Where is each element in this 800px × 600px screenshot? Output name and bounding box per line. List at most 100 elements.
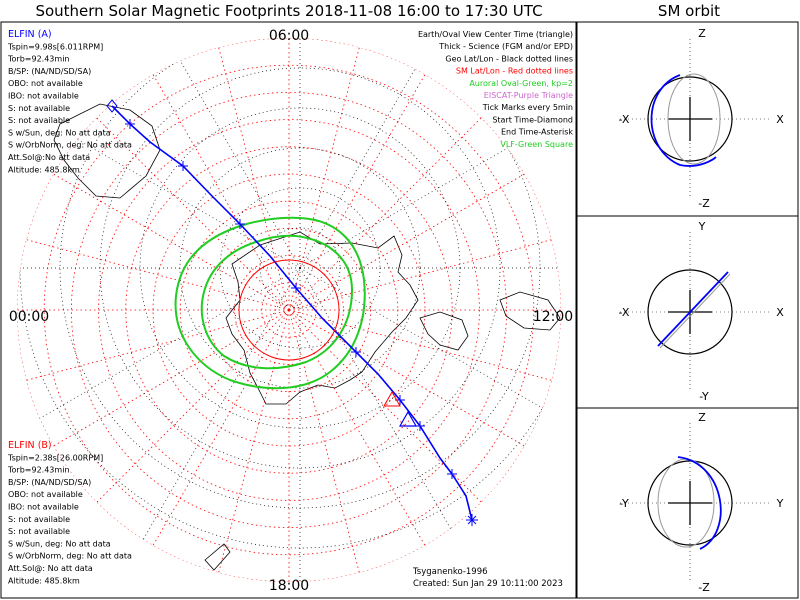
auroral-ovals bbox=[174, 216, 366, 390]
geo-lon-ray bbox=[299, 267, 471, 563]
legend-entry: Thick - Science (FGM and/or EPD) bbox=[438, 42, 573, 51]
south-america-coastline bbox=[419, 311, 469, 351]
sm-inner-circle bbox=[238, 259, 340, 361]
orbit-axis-label: -X bbox=[619, 306, 630, 319]
legend-entry: VLF-Green Square bbox=[500, 140, 573, 149]
info-line: S: not available bbox=[8, 104, 70, 113]
view-center-triangle-b bbox=[383, 390, 401, 407]
sm-lon-ray bbox=[288, 74, 426, 311]
legend-entry: SM Lat/Lon - Red dotted lines bbox=[456, 67, 573, 76]
sm-lon-ray bbox=[218, 309, 290, 573]
geo-lon-ray bbox=[129, 267, 301, 563]
orbit-axis-label: -Y bbox=[619, 497, 629, 510]
orbit-panel: Z -Z -Y Y bbox=[619, 411, 783, 594]
info-line: Att.Sol@: No att data bbox=[8, 564, 93, 573]
earth-circle bbox=[647, 269, 733, 355]
australia-coastline bbox=[53, 103, 161, 199]
sm-lon-ray bbox=[288, 173, 525, 311]
elfin-a-track-line bbox=[111, 105, 473, 521]
legend-entry: Start Time-Diamond bbox=[492, 115, 573, 124]
sm-lat-circle bbox=[70, 91, 508, 529]
orbit-panel: Z -Z -X X bbox=[619, 27, 785, 210]
orbit-frame-yz bbox=[576, 407, 799, 599]
elfin-a-track bbox=[106, 99, 478, 526]
geo-grid bbox=[17, 38, 561, 582]
orbit-near-side bbox=[650, 74, 717, 167]
new-zealand-coastline bbox=[204, 543, 231, 571]
sm-lon-ray bbox=[288, 309, 426, 546]
orbit-axis-label: Z bbox=[698, 411, 706, 424]
info-line: B/SP: (NA/ND/SD/SA) bbox=[8, 67, 91, 76]
info-line: OBO: not available bbox=[8, 79, 83, 88]
info-line: S w/Sun, deg: No att data bbox=[8, 539, 111, 548]
mlt-label-left: 00:00 bbox=[9, 309, 49, 325]
orbit-near-side bbox=[677, 456, 722, 550]
mlt-label-top: 06:00 bbox=[269, 28, 309, 44]
orbit-far-side bbox=[659, 273, 731, 349]
info-line: S w/Sun, deg: No att data bbox=[8, 128, 111, 137]
info-line: S: not available bbox=[8, 527, 70, 536]
sm-lon-ray bbox=[26, 239, 290, 311]
geo-lon-ray bbox=[17, 267, 301, 439]
orbit-axis-label: -Y bbox=[699, 390, 709, 403]
info-line: Torb=92.43min bbox=[7, 55, 69, 64]
elfin-a-info: ELFIN (A) Tspin=9.98s[6.011RPM] Torb=92.4… bbox=[7, 29, 132, 174]
info-line: OBO: not available bbox=[8, 490, 83, 499]
africa-coastline bbox=[499, 291, 561, 331]
auroral-oval-inner bbox=[200, 234, 354, 370]
sm-lon-ray bbox=[288, 309, 552, 381]
model-label: Tsyganenko-1996 bbox=[412, 567, 488, 577]
orbit-panels: Z -Z -X X Y -Y -X X Z -Z -Y Y bbox=[619, 27, 785, 594]
legend: Earth/Oval View Center Time (triangle) Th… bbox=[418, 30, 573, 149]
legend-entry: Auroral Oval-Green, kp=2 bbox=[469, 79, 573, 88]
orbit-axis-label: Y bbox=[776, 497, 784, 510]
info-line: Altitude: 485.8km bbox=[8, 576, 80, 585]
coastlines bbox=[53, 103, 561, 571]
sm-lon-ray bbox=[288, 309, 360, 573]
info-line: Torb=92.43min bbox=[7, 466, 69, 475]
geo-lon-ray bbox=[299, 267, 561, 439]
info-line: S w/OrbNorm, deg: No att data bbox=[8, 552, 132, 561]
sm-lon-ray bbox=[152, 74, 290, 311]
info-line: Tspin=9.98s[6.011RPM] bbox=[7, 42, 103, 51]
antarctica-coastline bbox=[225, 231, 419, 405]
geo-lon-ray bbox=[299, 38, 471, 269]
info-line: IBO: not available bbox=[8, 503, 79, 512]
sm-lon-ray bbox=[288, 309, 525, 447]
sm-lon-ray bbox=[288, 239, 552, 311]
sm-lon-ray bbox=[152, 309, 290, 546]
mlt-label-right: 12:00 bbox=[533, 309, 573, 325]
info-line: Att.Sol@:No att data bbox=[8, 153, 90, 162]
end-asterisk bbox=[467, 515, 477, 525]
info-line: S w/OrbNorm, deg: No att data bbox=[8, 141, 132, 150]
auroral-oval-outer bbox=[174, 216, 366, 390]
sm-lon-ray bbox=[26, 309, 290, 381]
elfin-b-name: ELFIN (B) bbox=[8, 440, 52, 451]
sm-lon-ray bbox=[288, 47, 360, 311]
legend-entry: Geo Lat/Lon - Black dotted lines bbox=[445, 54, 573, 63]
plot-title: Southern Solar Magnetic Footprints 2018-… bbox=[35, 2, 543, 20]
orbit-axis-label: -Z bbox=[698, 197, 710, 210]
legend-entry: Tick Marks every 5min bbox=[482, 103, 573, 112]
legend-entry: EISCAT-Purple Triangle bbox=[484, 91, 573, 100]
orbit-panel-title: SM orbit bbox=[657, 2, 721, 20]
info-line: Altitude: 485.8km bbox=[8, 165, 80, 174]
info-line: S: not available bbox=[8, 116, 70, 125]
elfin-a-name: ELFIN (A) bbox=[8, 29, 52, 40]
orbit-panel: Y -Y -X X bbox=[619, 220, 785, 403]
info-line: IBO: not available bbox=[8, 92, 79, 101]
legend-entry: End Time-Asterisk bbox=[501, 128, 573, 137]
orbit-axis-label: Y bbox=[698, 220, 706, 233]
info-line: B/SP: (NA/ND/SD/SA) bbox=[8, 478, 91, 487]
earth-circle bbox=[647, 76, 733, 162]
geo-lon-ray bbox=[17, 97, 301, 269]
info-line: S: not available bbox=[8, 515, 70, 524]
orbit-axis-label: -Z bbox=[698, 581, 710, 594]
view-center-triangle-a bbox=[398, 410, 418, 427]
mlt-label-bottom: 18:00 bbox=[269, 578, 309, 594]
orbit-far-side bbox=[667, 73, 721, 165]
created-label: Created: Sun Jan 29 10:11:00 2023 bbox=[413, 579, 563, 589]
polar-plot bbox=[17, 38, 561, 582]
sm-lon-ray bbox=[53, 173, 290, 311]
